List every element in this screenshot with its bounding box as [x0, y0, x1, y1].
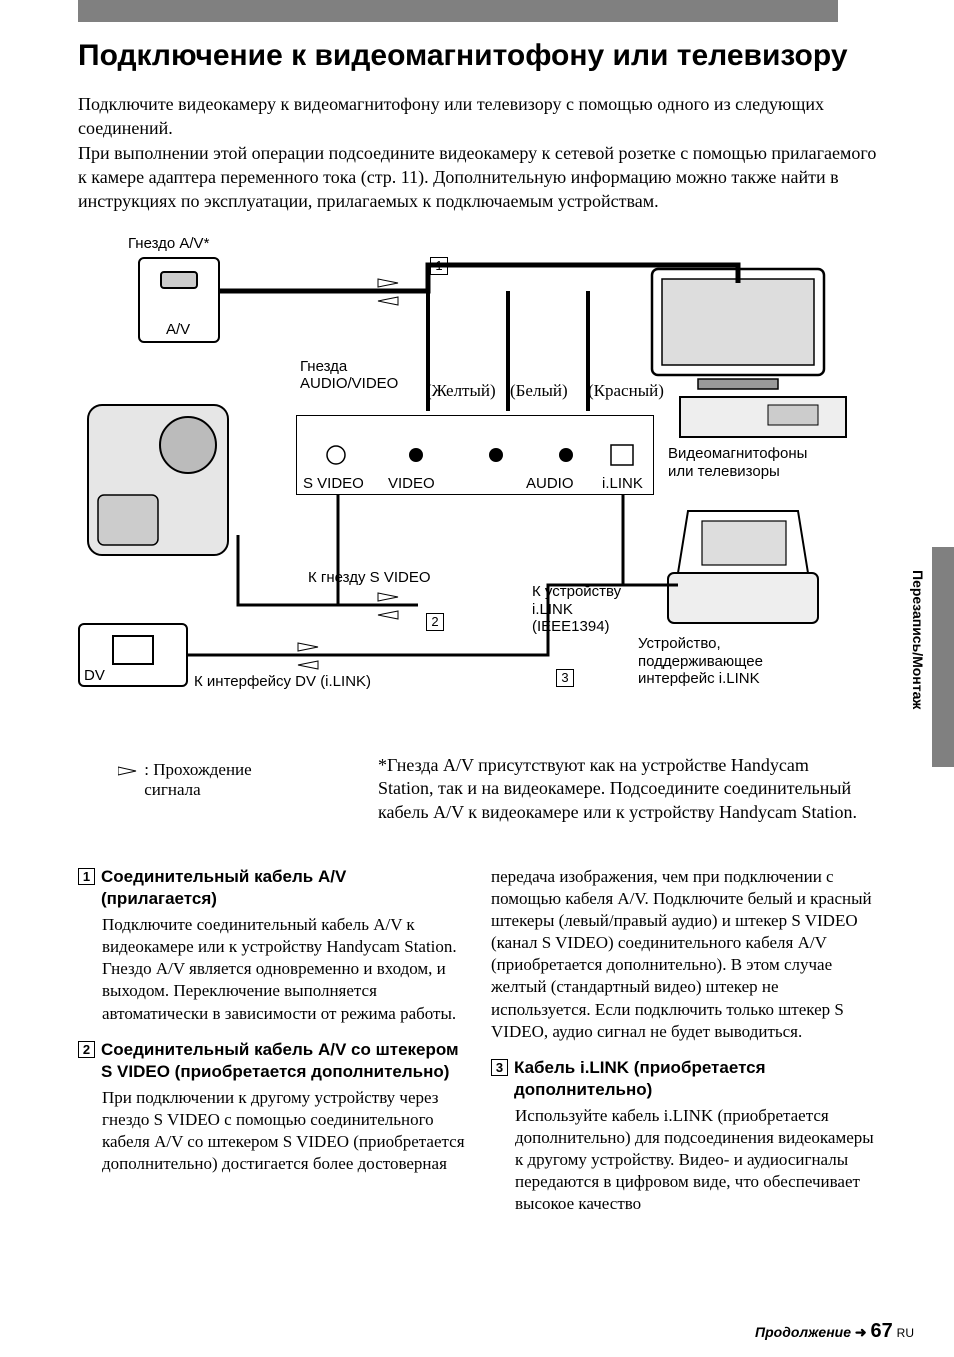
connection-diagram: Гнездо A/V* A/V 1	[78, 235, 856, 715]
header-gray-bar	[78, 0, 838, 22]
flow-arrow-icon	[118, 765, 140, 777]
intro-paragraph: Подключите видеокамеру к видеомагнитофон…	[78, 92, 878, 213]
side-tab-label: Перезапись/Монтаж	[910, 570, 926, 709]
right-column: передача изображения, чем при подключени…	[491, 866, 878, 1229]
cable-lines	[78, 235, 856, 715]
section-2-heading: 2 Соединительный кабель A/V со штекером …	[78, 1039, 465, 1083]
asterisk-footnote: *Гнезда A/V присутствуют как на устройст…	[378, 754, 868, 824]
page-number: 67	[871, 1320, 893, 1342]
section-2-title: Соединительный кабель A/V со штекером S …	[101, 1039, 465, 1083]
page-title: Подключение к видеомагнитофону или телев…	[78, 38, 878, 74]
section-3-number: 3	[491, 1059, 508, 1076]
page-footer: Продолжение ➜ 67 RU	[755, 1320, 914, 1343]
section-1-body: Подключите соединительный кабель A/V к в…	[78, 914, 465, 1024]
section-2-continuation: передача изображения, чем при подключени…	[491, 866, 878, 1043]
section-1-title: Соединительный кабель A/V (прилагается)	[101, 866, 465, 910]
section-3-title: Кабель i.LINK (приобретается дополнитель…	[514, 1057, 878, 1101]
body-columns: 1 Соединительный кабель A/V (прилагается…	[78, 866, 878, 1229]
page-number-suffix: RU	[897, 1326, 914, 1340]
side-tab-gray	[932, 547, 954, 767]
signal-legend-text: : Прохождение сигнала	[144, 760, 251, 800]
section-3-heading: 3 Кабель i.LINK (приобретается дополните…	[491, 1057, 878, 1101]
left-column: 1 Соединительный кабель A/V (прилагается…	[78, 866, 465, 1229]
signal-flow-legend: : Прохождение сигнала	[118, 760, 252, 800]
section-2-number: 2	[78, 1041, 95, 1058]
continued-arrow-icon: ➜	[855, 1324, 871, 1340]
section-1-number: 1	[78, 868, 95, 885]
section-3-body: Используйте кабель i.LINK (приобретается…	[491, 1105, 878, 1215]
continued-label: Продолжение	[755, 1324, 851, 1340]
section-2-body: При подключении к другому устройству чер…	[78, 1087, 465, 1175]
section-1-heading: 1 Соединительный кабель A/V (прилагается…	[78, 866, 465, 910]
page-content: Подключение к видеомагнитофону или телев…	[78, 38, 878, 715]
